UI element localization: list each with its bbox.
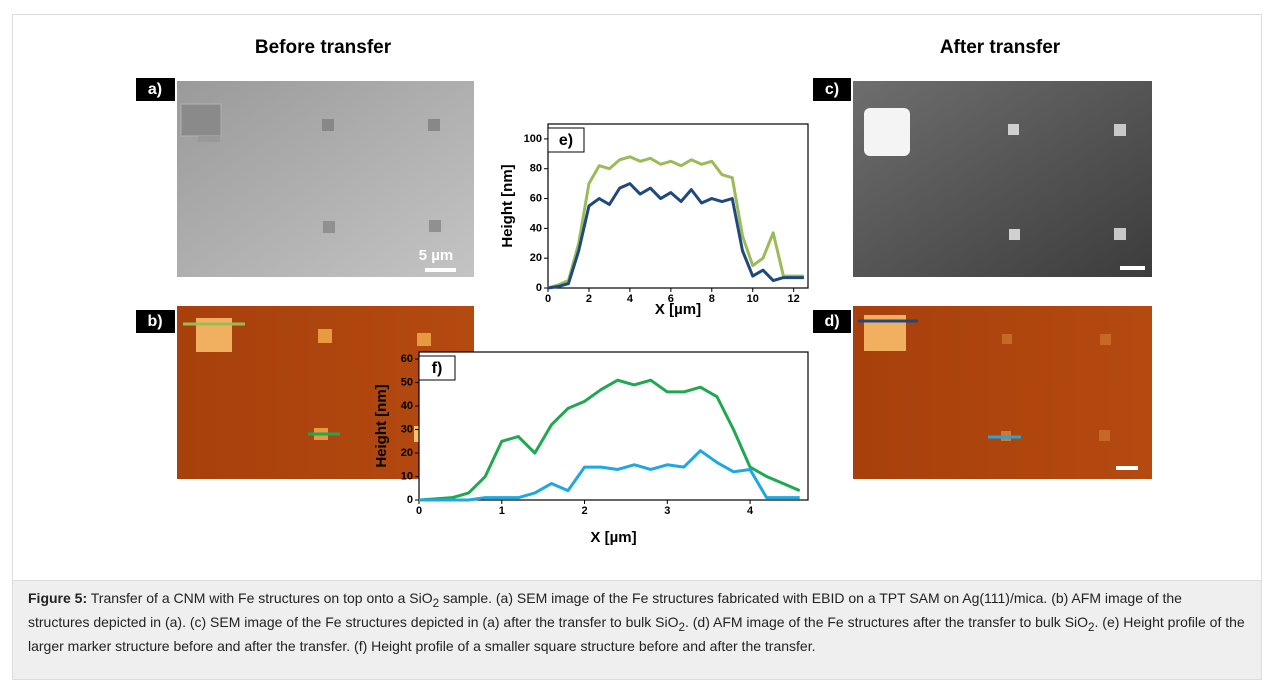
structure (1100, 334, 1111, 345)
subscript: 2 (678, 620, 685, 634)
x-tick-label: 10 (747, 293, 759, 305)
figure: Before transfer After transfer 5 µm a) b… (136, 37, 1152, 546)
structure (1002, 334, 1012, 344)
structure (429, 220, 441, 232)
structure (1009, 229, 1020, 240)
caption-text: sample. (a) SEM image of the Fe structur… (28, 590, 1182, 630)
y-tick-label: 80 (530, 163, 542, 175)
subscript: 2 (1088, 620, 1095, 634)
label-box (813, 310, 851, 333)
structure (198, 136, 220, 142)
data-line (547, 155, 804, 290)
x-tick-label: 6 (668, 293, 674, 305)
structure (1008, 124, 1019, 135)
panel-label: b) (147, 313, 162, 330)
x-tick-label: 2 (581, 505, 587, 517)
y-tick-label: 40 (401, 400, 413, 412)
y-tick-label: 60 (401, 353, 413, 365)
label-box (813, 78, 851, 101)
x-tick-label: 8 (709, 293, 715, 305)
structure (1114, 124, 1126, 136)
scale-bar (1116, 466, 1138, 470)
x-tick-label: 0 (545, 293, 551, 305)
y-tick-label: 10 (401, 470, 413, 482)
structure (322, 119, 334, 131)
data-line (419, 449, 800, 502)
y-axis-title: Height [nm] (373, 384, 390, 467)
structure (180, 103, 222, 137)
structure (1099, 430, 1110, 441)
y-tick-label: 100 (524, 133, 542, 145)
x-tick-label: 1 (499, 505, 505, 517)
plot-frame (418, 351, 809, 501)
structure (428, 119, 440, 131)
structure (318, 329, 332, 343)
structure (1114, 228, 1126, 240)
x-axis-title: X [µm] (655, 301, 701, 318)
structure (417, 333, 431, 346)
panel-label: f) (432, 360, 443, 377)
y-axis-title: Height [nm] (499, 164, 516, 247)
x-tick-label: 0 (416, 505, 422, 517)
y-tick-label: 20 (530, 252, 542, 264)
y-tick-label: 40 (530, 222, 542, 234)
caption-text: . (d) AFM image of the Fe structures aft… (684, 613, 1089, 630)
y-tick-label: 0 (407, 494, 413, 506)
x-tick-label: 4 (747, 505, 754, 517)
sem-image (177, 81, 474, 277)
x-tick-label: 2 (586, 293, 592, 305)
label-box (547, 127, 585, 153)
scale-label: 5 µm (419, 247, 454, 264)
label-box (136, 310, 175, 333)
x-tick-label: 3 (664, 505, 670, 517)
label-box (136, 78, 175, 101)
y-tick-label: 30 (401, 423, 413, 435)
plot-frame (547, 123, 809, 289)
y-tick-label: 0 (536, 282, 542, 294)
panel-label: e) (559, 132, 573, 149)
data-line (418, 378, 801, 502)
subscript: 2 (432, 596, 440, 610)
caption-label: Figure 5: (28, 590, 88, 606)
x-tick-label: 4 (627, 293, 634, 305)
heading: Before transfer (255, 37, 392, 58)
y-tick-label: 50 (401, 376, 413, 388)
panel-label: d) (824, 313, 839, 330)
caption-text: Transfer of a CNM with Fe structures on … (87, 590, 433, 606)
structure (864, 108, 910, 156)
panel-label: a) (148, 81, 162, 98)
panel-label: c) (825, 81, 839, 98)
data-line (547, 182, 804, 290)
structure (323, 221, 335, 233)
y-tick-label: 20 (401, 447, 413, 459)
heading: After transfer (940, 37, 1061, 58)
x-axis-title: X [µm] (590, 529, 636, 546)
x-tick-label: 12 (788, 293, 800, 305)
scale-bar (1120, 266, 1145, 270)
label-box (418, 355, 456, 381)
scale-bar (425, 268, 456, 272)
caption: Figure 5: Transfer of a CNM with Fe stru… (12, 580, 1262, 680)
caption-text: . (e) Height profile of the larger marke… (28, 613, 1245, 654)
y-tick-label: 60 (530, 192, 542, 204)
